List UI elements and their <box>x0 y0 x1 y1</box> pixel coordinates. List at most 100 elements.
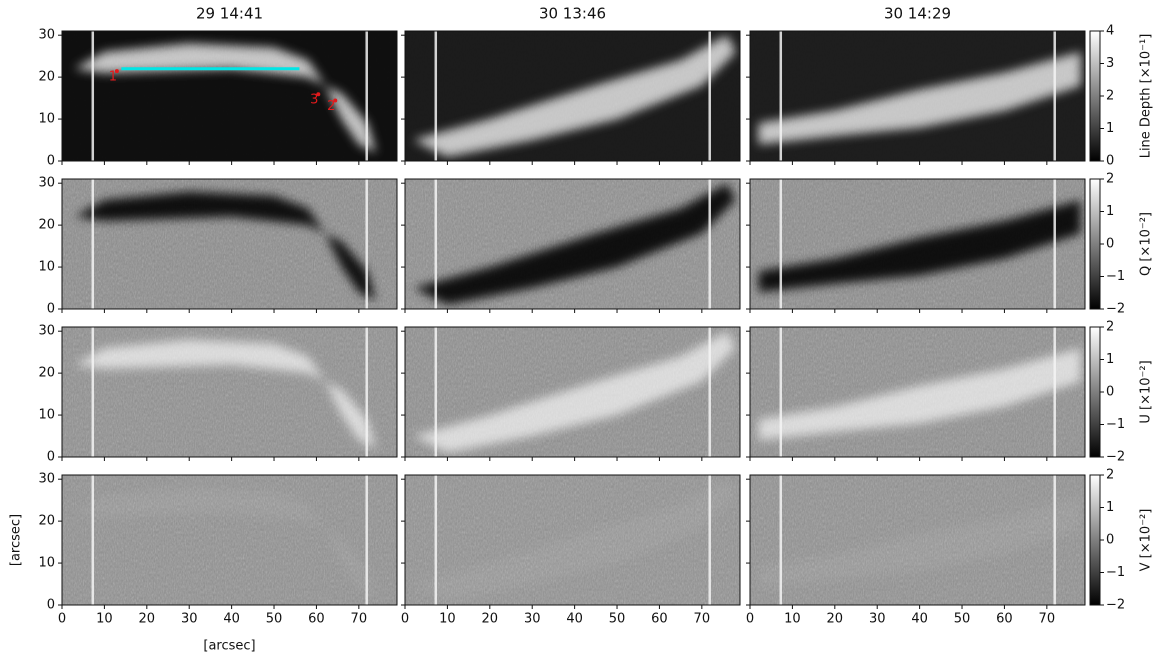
colorbar-tick-label: −2 <box>1106 450 1125 465</box>
colorbar-tick-label: 0 <box>1106 533 1114 548</box>
x-tick-label: 70 <box>1039 612 1056 627</box>
x-tick-label: 40 <box>566 612 583 627</box>
annotation-point <box>333 98 337 102</box>
image-noise <box>62 31 397 161</box>
colorbar-tick-label: 0 <box>1106 385 1114 400</box>
image-noise <box>405 475 740 605</box>
x-tick-label: 20 <box>139 612 156 627</box>
x-tick-label: 30 <box>869 612 886 627</box>
colorbar-tick-label: 4 <box>1106 24 1114 39</box>
artifact-line <box>435 327 438 457</box>
artifact-line <box>92 179 95 309</box>
colorbar-tick-label: 1 <box>1106 352 1114 367</box>
artifact-line <box>92 327 95 457</box>
panel-image <box>405 179 740 309</box>
panel-image <box>750 327 1085 457</box>
panel-image <box>750 179 1085 309</box>
panel-image <box>62 179 397 309</box>
panel-image <box>62 31 397 161</box>
annotation-point <box>316 92 320 96</box>
x-tick-label: 70 <box>351 612 368 627</box>
image-noise <box>62 475 397 605</box>
y-tick-label: 0 <box>47 154 55 169</box>
artifact-line <box>708 31 711 161</box>
colorbar-tick-label: 3 <box>1106 56 1114 71</box>
y-tick-label: 30 <box>38 176 55 191</box>
artifact-line <box>708 475 711 605</box>
x-tick-label: 10 <box>439 612 456 627</box>
y-tick-label: 10 <box>38 556 55 571</box>
panel-image <box>405 327 740 457</box>
y-tick-label: 0 <box>47 450 55 465</box>
panel-image <box>750 475 1085 605</box>
colorbar <box>1090 31 1100 161</box>
artifact-line <box>92 475 95 605</box>
annotation-point <box>115 69 119 73</box>
image-noise <box>750 31 1085 161</box>
artifact-line <box>1053 31 1056 161</box>
artifact-line <box>435 179 438 309</box>
x-tick-label: 20 <box>827 612 844 627</box>
x-tick-label: 70 <box>694 612 711 627</box>
x-tick-label: 40 <box>223 612 240 627</box>
y-tick-label: 10 <box>38 260 55 275</box>
x-tick-label: 30 <box>524 612 541 627</box>
artifact-line <box>708 327 711 457</box>
y-axis-label: [arcsec] <box>9 514 24 566</box>
colorbar-tick-label: 1 <box>1106 121 1114 136</box>
x-tick-label: 10 <box>784 612 801 627</box>
y-tick-label: 0 <box>47 598 55 613</box>
image-noise <box>750 475 1085 605</box>
x-tick-label: 60 <box>996 612 1013 627</box>
y-tick-label: 30 <box>38 472 55 487</box>
image-noise <box>62 327 397 457</box>
artifact-line <box>435 475 438 605</box>
x-tick-label: 30 <box>181 612 198 627</box>
panel-image <box>62 475 397 605</box>
y-tick-label: 20 <box>38 70 55 85</box>
y-tick-label: 20 <box>38 366 55 381</box>
colorbar-tick-label: 2 <box>1106 468 1114 483</box>
y-tick-label: 10 <box>38 408 55 423</box>
artifact-line <box>435 31 438 161</box>
image-noise <box>750 327 1085 457</box>
y-tick-label: 20 <box>38 218 55 233</box>
artifact-line <box>1053 327 1056 457</box>
x-tick-label: 10 <box>96 612 113 627</box>
colorbar-tick-label: 1 <box>1106 500 1114 515</box>
colorbar-tick-label: −1 <box>1106 269 1125 284</box>
column-title: 29 14:41 <box>196 5 263 23</box>
colorbar-tick-label: −1 <box>1106 565 1125 580</box>
artifact-line <box>1053 475 1056 605</box>
colorbar-label: U [×10⁻²] <box>1139 360 1154 423</box>
y-tick-label: 0 <box>47 302 55 317</box>
colorbar <box>1090 475 1100 605</box>
colorbar-tick-label: 2 <box>1106 172 1114 187</box>
figure: 29 14:4130 13:4630 14:29010203013201234L… <box>0 0 1159 658</box>
artifact-line <box>708 179 711 309</box>
x-axis-label: [arcsec] <box>203 639 255 654</box>
colorbar <box>1090 179 1100 309</box>
artifact-line <box>365 475 368 605</box>
colorbar-tick-label: 2 <box>1106 89 1114 104</box>
y-tick-label: 30 <box>38 324 55 339</box>
x-tick-label: 50 <box>266 612 283 627</box>
panel-image <box>62 327 397 457</box>
x-tick-label: 0 <box>746 612 754 627</box>
colorbar-tick-label: 0 <box>1106 154 1114 169</box>
column-title: 30 13:46 <box>539 5 606 23</box>
artifact-line <box>780 475 783 605</box>
x-tick-label: 20 <box>482 612 499 627</box>
y-tick-label: 30 <box>38 28 55 43</box>
artifact-line <box>365 31 368 161</box>
colorbar-label: V [×10⁻²] <box>1139 509 1154 572</box>
image-noise <box>750 179 1085 309</box>
colorbar-label: Q [×10⁻²] <box>1139 212 1154 276</box>
y-tick-label: 10 <box>38 112 55 127</box>
y-tick-label: 20 <box>38 514 55 529</box>
panel-image <box>750 31 1085 161</box>
colorbar-label: Line Depth [×10⁻¹] <box>1139 34 1154 159</box>
image-noise <box>405 179 740 309</box>
panel-image <box>405 475 740 605</box>
column-title: 30 14:29 <box>884 5 951 23</box>
